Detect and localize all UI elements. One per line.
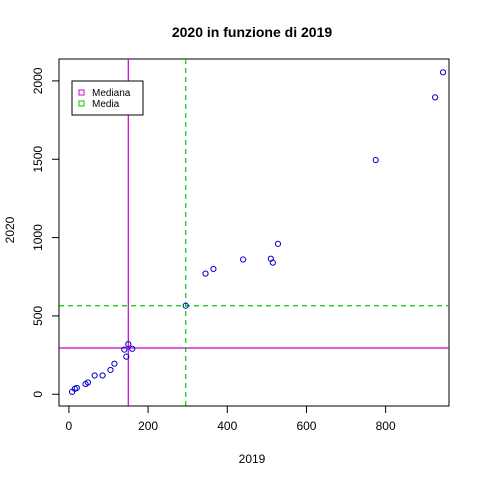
legend-swatch-mediana xyxy=(78,89,85,96)
x-tick-label: 400 xyxy=(217,419,237,433)
data-point xyxy=(107,366,114,374)
y-tick-label: 500 xyxy=(31,306,45,326)
y-axis: 0 500 1000 1500 2000 xyxy=(31,67,60,398)
y-tick-label: 1000 xyxy=(31,224,45,251)
data-point xyxy=(73,384,80,392)
y-tick-label: 1500 xyxy=(31,146,45,173)
data-point xyxy=(99,372,106,379)
data-point xyxy=(240,256,247,263)
x-tick-label: 0 xyxy=(66,419,73,433)
y-axis-label: 2020 xyxy=(3,216,17,243)
y-tick-label: 2000 xyxy=(31,67,45,94)
data-point xyxy=(84,379,92,386)
x-tick-label: 800 xyxy=(376,419,396,433)
chart-title: 2020 in funzione di 2019 xyxy=(172,24,332,40)
data-point xyxy=(129,345,136,352)
data-point xyxy=(121,346,128,353)
data-point xyxy=(372,156,379,164)
x-axis-label: 2019 xyxy=(239,452,266,466)
legend-label-mediana: Mediana xyxy=(92,88,131,99)
legend-box xyxy=(71,80,144,116)
data-point xyxy=(123,353,130,360)
x-tick-label: 600 xyxy=(296,419,316,433)
data-point xyxy=(111,360,118,367)
data-point xyxy=(210,265,217,273)
data-point xyxy=(269,259,276,266)
data-point xyxy=(439,69,447,76)
legend-label-media: Media xyxy=(92,99,120,110)
data-point xyxy=(274,240,282,247)
x-axis: 0 200 400 600 800 xyxy=(66,405,396,433)
data-point xyxy=(432,94,439,101)
data-point xyxy=(125,341,132,348)
reference-lines xyxy=(59,59,449,406)
data-point xyxy=(202,270,209,277)
data-points xyxy=(68,69,447,396)
data-point xyxy=(91,372,98,379)
legend-swatch-media xyxy=(78,100,85,107)
y-tick-label: 0 xyxy=(31,391,45,398)
x-tick-label: 200 xyxy=(138,419,158,433)
data-point xyxy=(182,302,189,309)
